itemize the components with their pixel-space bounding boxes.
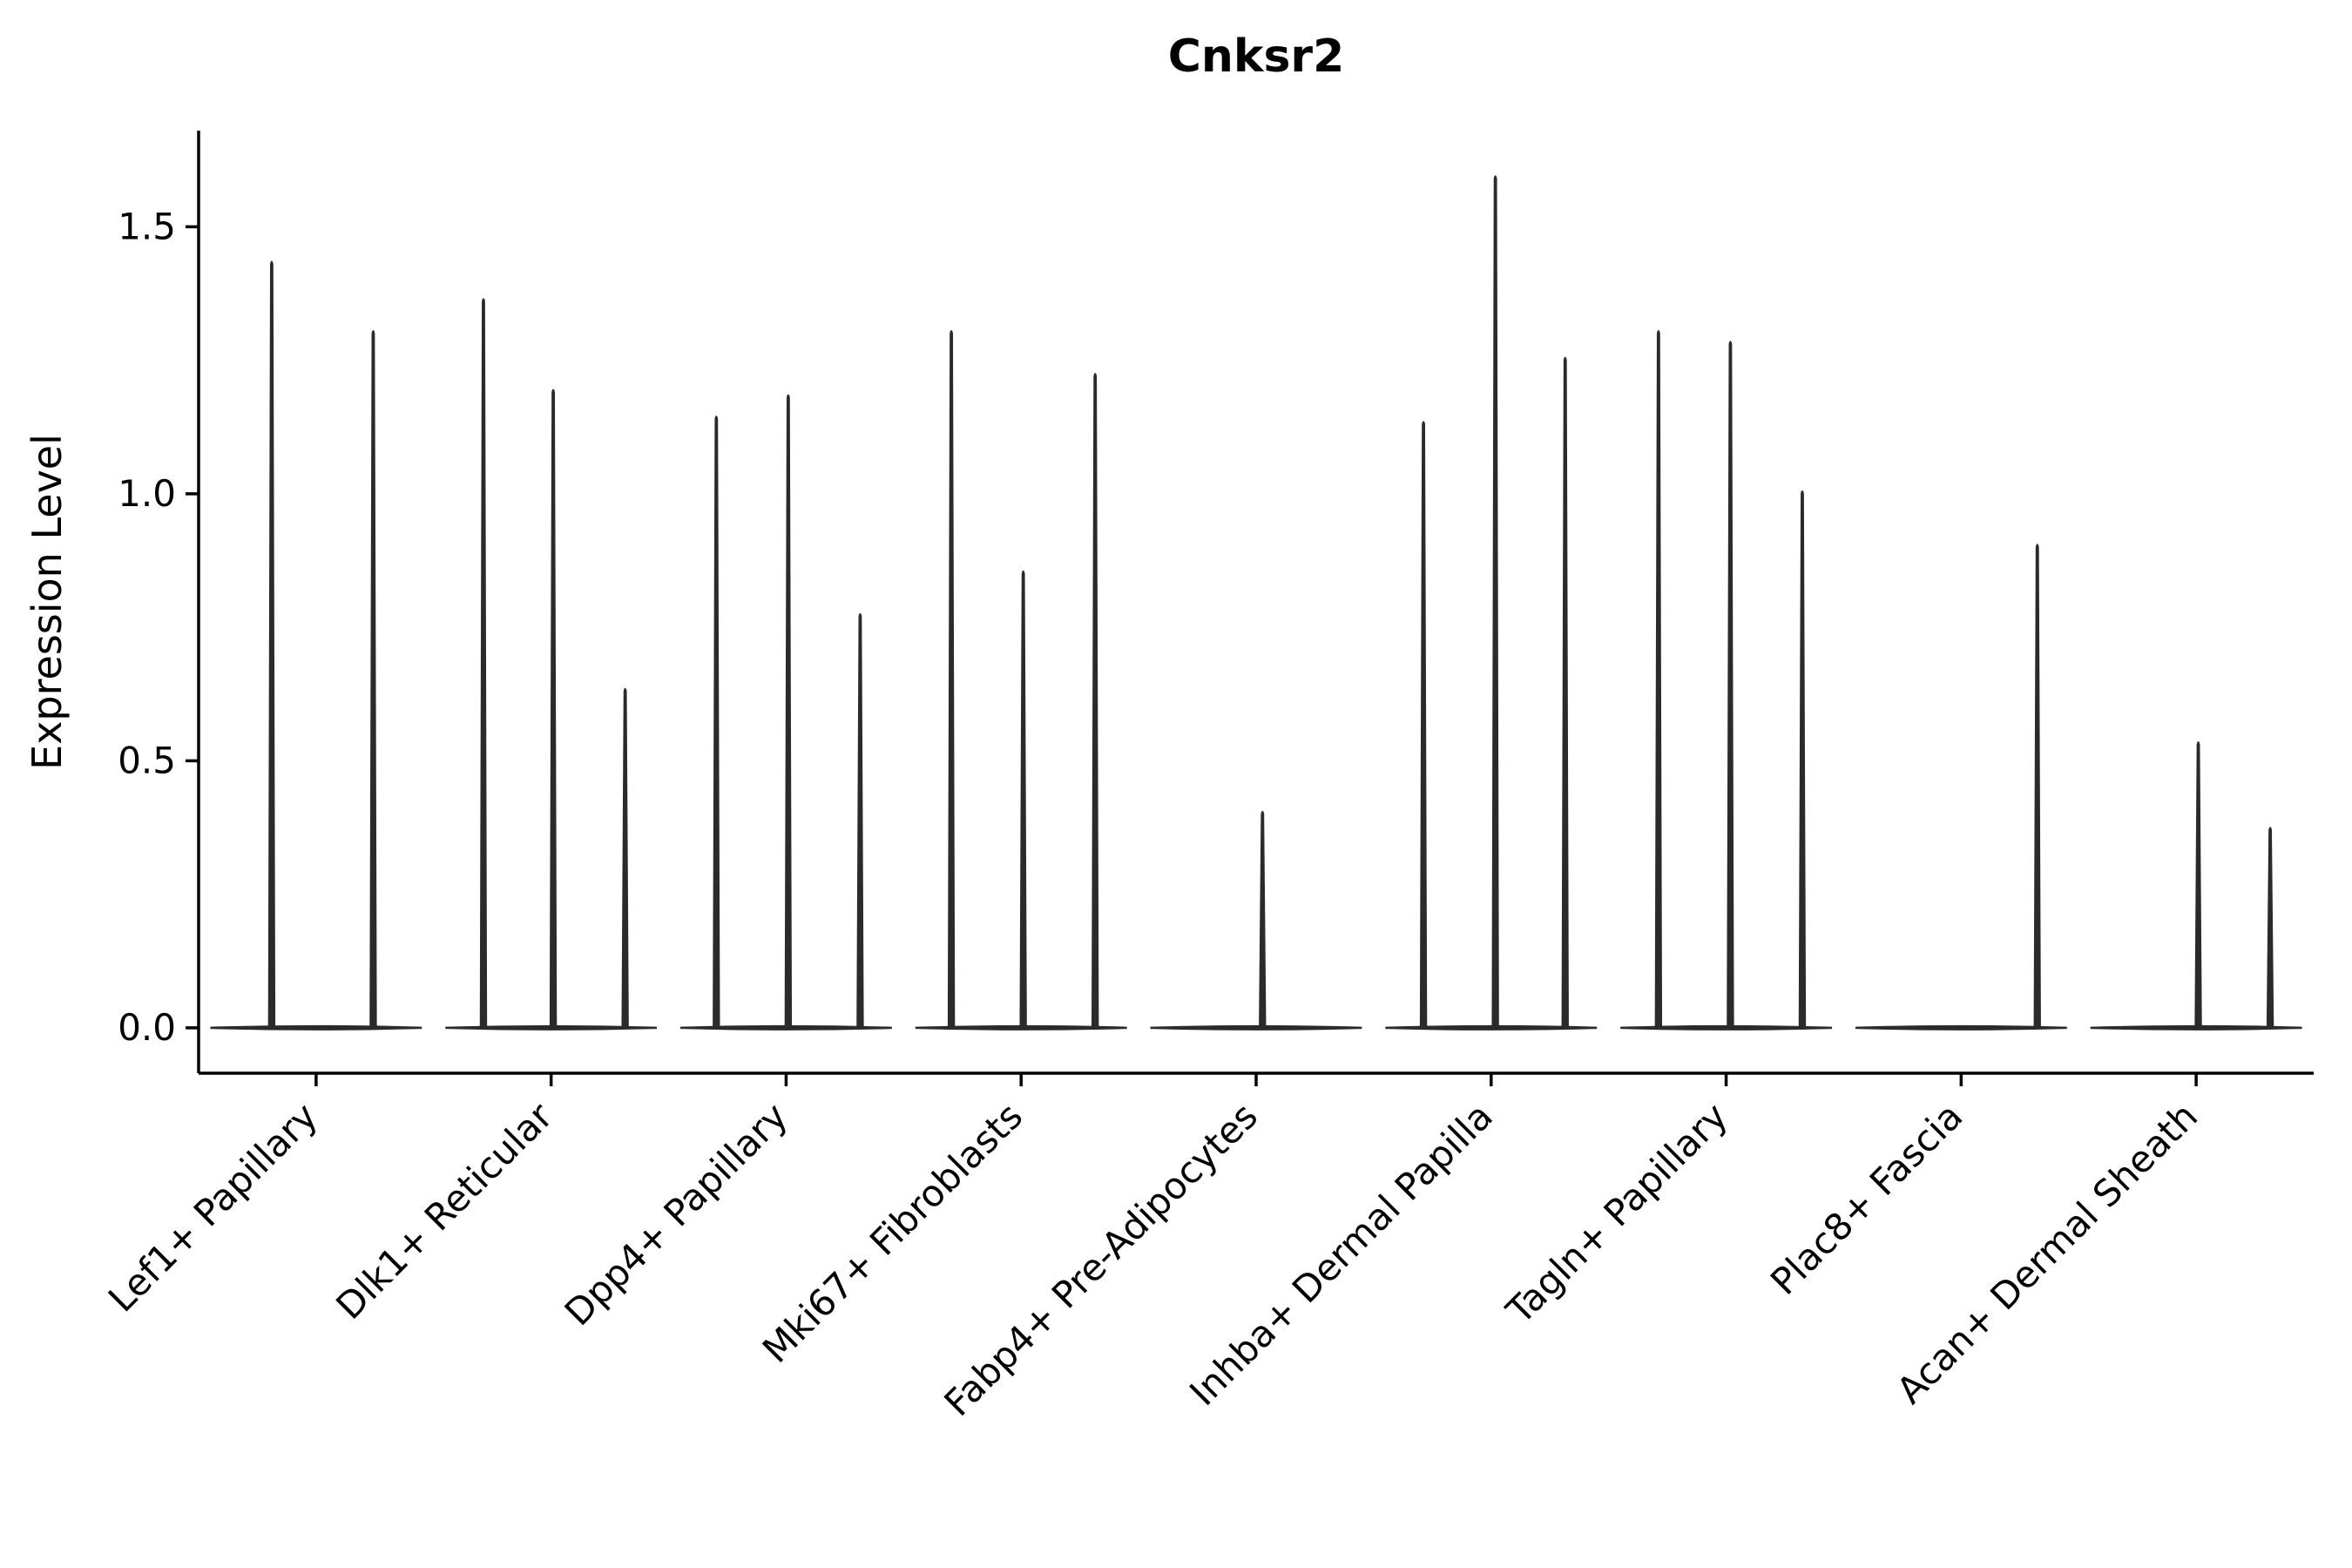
violin-spike bbox=[267, 260, 276, 1029]
y-tick-label: 0.0 bbox=[118, 1006, 176, 1049]
x-tick-label: Tagln+ Papillary bbox=[1497, 1094, 1735, 1332]
y-tick-label: 1.0 bbox=[118, 472, 176, 515]
violin-spike bbox=[549, 389, 558, 1029]
violin-spike bbox=[1419, 421, 1428, 1029]
x-tick-label: Mki67+ Fibroblasts bbox=[754, 1094, 1031, 1370]
violin-spike bbox=[1491, 175, 1499, 1029]
violin-spike bbox=[1019, 570, 1027, 1029]
violin-spike bbox=[369, 330, 377, 1029]
x-tick-label: Dpp4+ Papillary bbox=[557, 1094, 796, 1334]
violin-spike bbox=[2194, 741, 2202, 1029]
violin-spike bbox=[713, 416, 720, 1029]
violin-baseline bbox=[1150, 1024, 1362, 1031]
violin-baseline bbox=[1855, 1024, 2067, 1031]
violin-spike bbox=[2033, 544, 2041, 1029]
violin-spike bbox=[947, 330, 956, 1029]
violin-spike bbox=[1798, 490, 1807, 1029]
violin-spike bbox=[1654, 330, 1663, 1029]
violin-spike bbox=[479, 298, 488, 1029]
violin-spike bbox=[1092, 373, 1099, 1029]
y-tick-label: 1.5 bbox=[118, 205, 176, 247]
violin-spike bbox=[1727, 341, 1734, 1029]
violin-baseline bbox=[1620, 1024, 1832, 1031]
violin-spike bbox=[784, 394, 793, 1029]
violin-baseline bbox=[1385, 1024, 1598, 1031]
x-tick-label: Lef1+ Papillary bbox=[100, 1094, 326, 1320]
violin-spike bbox=[1561, 356, 1569, 1029]
violin-spike bbox=[1259, 810, 1267, 1029]
violin-spike bbox=[2266, 827, 2274, 1029]
x-tick-label: Plac8+ Fascia bbox=[1762, 1094, 1970, 1302]
violin-baseline bbox=[210, 1024, 422, 1031]
violin-spike bbox=[856, 612, 864, 1029]
y-tick-label: 0.5 bbox=[118, 739, 176, 781]
x-tick-label: Dlk1+ Reticular bbox=[328, 1094, 561, 1328]
chart-title: Cnksr2 bbox=[1168, 30, 1345, 83]
y-axis-label: Expression Level bbox=[24, 434, 71, 770]
violin-spike bbox=[621, 687, 629, 1029]
